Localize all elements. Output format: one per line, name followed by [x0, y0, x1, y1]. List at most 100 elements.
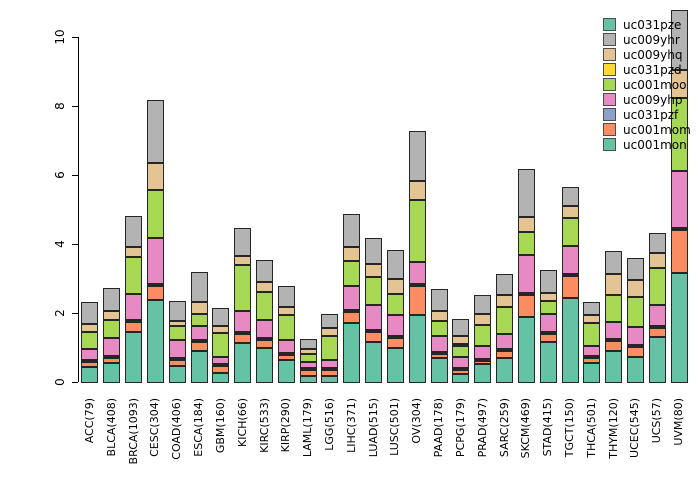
bar-segment-uc009yhr — [103, 288, 121, 311]
bar-TGCT(150) — [561, 187, 579, 383]
bar-segment-uc001moo — [648, 268, 666, 305]
bar-segment-uc001mon — [212, 373, 230, 383]
bar-segment-uc001mom — [496, 351, 513, 358]
x-axis-label-text: UCS(57) — [650, 398, 664, 444]
bar-segment-uc001mom — [605, 341, 623, 351]
x-axis-label-text: PRAD(497) — [475, 398, 489, 458]
bar-KICH(66) — [234, 228, 252, 383]
bar-segment-uc009yhq — [212, 326, 230, 333]
bar-segment-uc001mon — [670, 273, 688, 383]
bar-segment-uc009yhq — [670, 70, 688, 98]
bar-segment-uc009yhr — [168, 301, 186, 321]
bar-segment-uc009yhr — [146, 100, 164, 163]
bar-segment-uc009yhq — [343, 247, 361, 261]
bar-segment-uc009yhr — [474, 295, 492, 314]
legend-label: uc031pze — [623, 17, 682, 32]
bar-segment-uc001mom — [626, 347, 644, 357]
bar-segment-uc009yhq — [517, 217, 535, 232]
bar-segment-uc001mom — [234, 334, 252, 343]
bar-segment-uc031pzf — [561, 274, 579, 276]
bar-segment-uc009yhp — [386, 315, 404, 336]
bar-segment-uc009yhr — [539, 270, 557, 293]
legend-swatch-icon — [603, 18, 616, 31]
legend-row-uc009yhr: uc009yhr — [603, 32, 691, 47]
bar-segment-uc009yhp — [190, 326, 208, 340]
bar-segment-uc009yhq — [408, 181, 426, 200]
bar-segment-uc009yhp — [605, 322, 623, 339]
bar-segment-uc001mon — [343, 323, 361, 383]
bar-segment-uc001moo — [670, 98, 688, 171]
bar-segment-uc031pzf — [430, 352, 448, 354]
bar-segment-uc001mom — [452, 370, 470, 374]
bar-segment-uc001moo — [212, 333, 230, 357]
bar-SARC(259) — [496, 274, 513, 383]
bar-OV(304) — [408, 131, 426, 383]
y-axis-tick — [72, 244, 78, 245]
bar-segment-uc031pzf — [125, 320, 143, 322]
bar-segment-uc001mon — [517, 317, 535, 383]
bar-segment-uc031pzf — [256, 338, 273, 340]
bar-segment-uc009yhq — [452, 336, 470, 344]
bar-segment-uc009yhp — [81, 349, 99, 360]
bar-segment-uc001mon — [321, 376, 339, 383]
bar-segment-uc001moo — [386, 294, 404, 315]
x-axis-label-text: UCEC(545) — [628, 398, 642, 458]
bar-segment-uc009yhp — [648, 305, 666, 326]
y-axis-tick — [72, 382, 78, 383]
bar-segment-uc001mon — [103, 363, 121, 383]
bar-segment-uc001mom — [539, 334, 557, 342]
x-axis-label: UVM(80) — [672, 392, 700, 446]
bar-segment-uc009yhr — [496, 274, 513, 295]
legend-row-uc001mon: uc001mon — [603, 137, 691, 152]
bar-segment-uc001moo — [365, 277, 383, 305]
bar-segment-uc009yhr — [517, 169, 535, 217]
x-axis-label-text: ACC(79) — [82, 398, 96, 444]
bar-segment-uc001mon — [234, 343, 252, 383]
legend-swatch-icon — [603, 93, 616, 106]
bar-UCEC(545) — [626, 258, 644, 383]
bar-segment-uc031pzf — [583, 356, 601, 358]
y-axis-tick — [72, 106, 78, 107]
bar-segment-uc009yhq — [386, 279, 404, 294]
legend-label: uc009yhr — [623, 32, 680, 47]
x-axis-label-text: KIRP(290) — [279, 398, 293, 453]
y-axis-line — [78, 37, 79, 382]
bar-segment-uc031pzf — [81, 360, 99, 362]
bar-segment-uc009yhr — [561, 187, 579, 206]
bar-segment-uc009yhq — [299, 349, 317, 354]
bar-segment-uc001mon — [299, 376, 317, 383]
bar-segment-uc001moo — [277, 315, 295, 340]
bar-segment-uc009yhq — [81, 324, 99, 332]
legend-swatch-icon — [603, 63, 616, 76]
bar-segment-uc001mom — [365, 332, 383, 342]
bar-segment-uc009yhr — [648, 233, 666, 253]
y-axis-tick-label: 2 — [53, 309, 67, 317]
bar-segment-uc009yhr — [343, 214, 361, 247]
bar-segment-uc031pzf — [386, 336, 404, 338]
bar-segment-uc001mom — [321, 370, 339, 376]
bar-segment-uc009yhp — [452, 357, 470, 368]
bar-segment-uc009yhp — [321, 360, 339, 368]
bar-segment-uc009yhr — [277, 286, 295, 307]
bar-THCA(501) — [583, 302, 601, 383]
bar-segment-uc001mon — [605, 351, 623, 383]
bar-segment-uc009yhq — [539, 293, 557, 301]
bar-segment-uc009yhr — [408, 131, 426, 181]
bar-segment-uc001moo — [168, 326, 186, 340]
bar-segment-uc009yhq — [626, 280, 644, 297]
bar-segment-uc001mon — [386, 348, 404, 383]
bar-segment-uc001mom — [343, 312, 361, 323]
bar-segment-uc001mon — [81, 367, 99, 383]
bar-BLCA(408) — [103, 288, 121, 383]
bar-segment-uc009yhp — [474, 346, 492, 359]
x-axis-label-text: GBM(160) — [213, 398, 227, 454]
legend-label: uc001mon — [623, 137, 687, 152]
bar-segment-uc001moo — [517, 232, 535, 255]
legend-label: uc031pzf — [623, 107, 679, 122]
x-axis-label-text: BLCA(408) — [104, 398, 118, 457]
y-axis-tick — [72, 37, 78, 38]
bar-segment-uc031pzf — [234, 332, 252, 334]
bar-segment-uc001mon — [474, 364, 492, 383]
bar-segment-uc001moo — [190, 314, 208, 326]
